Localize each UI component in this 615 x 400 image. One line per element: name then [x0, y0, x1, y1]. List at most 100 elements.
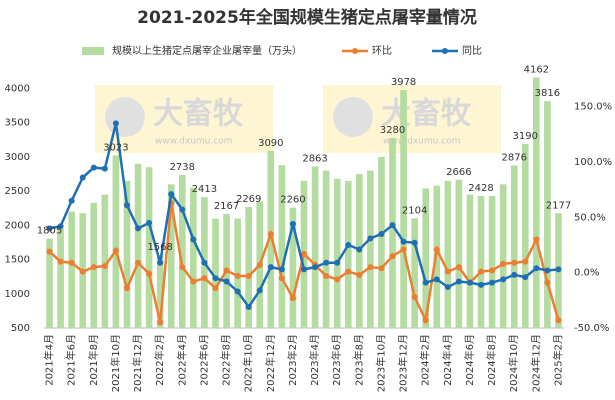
- marker: [301, 250, 307, 257]
- marker: [345, 242, 352, 249]
- bar: [156, 254, 164, 328]
- bar: [57, 228, 64, 328]
- data-label: 1805: [37, 226, 62, 237]
- marker: [522, 274, 529, 281]
- marker: [378, 265, 385, 272]
- y2-tick-label: 100.0%: [574, 157, 612, 168]
- x-tick-label: 2023年12月: [397, 334, 410, 392]
- marker: [478, 268, 485, 275]
- bar: [123, 180, 131, 328]
- bar: [499, 184, 507, 328]
- data-label: 2104: [402, 205, 427, 216]
- marker: [256, 287, 263, 294]
- legend-item: 规模以上生猪定点屠宰企业屠宰量（万头）: [82, 44, 302, 57]
- y-tick-label: 500: [11, 323, 30, 334]
- marker: [157, 319, 164, 326]
- marker: [389, 222, 396, 229]
- bar: [488, 195, 496, 328]
- marker: [500, 260, 507, 267]
- legend-label: 环比: [372, 45, 392, 57]
- marker: [79, 174, 86, 181]
- marker: [378, 230, 385, 237]
- marker: [256, 261, 263, 268]
- watermark-logo: [105, 97, 145, 137]
- x-tick-label: 2023年4月: [308, 334, 321, 386]
- y-tick-label: 4000: [5, 84, 30, 95]
- x-tick-label: 2023年6月: [330, 334, 343, 386]
- x-tick-label: 2024年4月: [441, 334, 454, 386]
- marker: [234, 273, 241, 279]
- marker: [455, 264, 462, 271]
- marker: [212, 285, 219, 292]
- marker: [68, 259, 75, 266]
- marker: [46, 248, 53, 255]
- y-tick-label: 1500: [5, 255, 30, 266]
- marker: [245, 273, 252, 279]
- x-tick-label: 2024年10月: [507, 334, 520, 392]
- marker: [123, 285, 130, 292]
- marker: [190, 278, 197, 285]
- marker: [68, 197, 75, 204]
- marker: [289, 295, 296, 302]
- marker: [400, 238, 407, 245]
- bar: [245, 206, 252, 328]
- marker: [267, 230, 274, 237]
- x-tick-label: 2024年12月: [529, 334, 542, 392]
- y-tick-label: 2000: [5, 220, 30, 231]
- watermark-text: 大畜牧: [381, 97, 472, 132]
- marker: [223, 278, 230, 285]
- data-label: 2738: [170, 162, 195, 173]
- bar: [378, 156, 385, 328]
- marker: [478, 281, 485, 288]
- bar: [101, 194, 109, 328]
- data-label: 3978: [391, 77, 416, 88]
- bar: [477, 196, 485, 328]
- marker: [533, 236, 540, 243]
- marker: [90, 264, 97, 271]
- marker: [444, 284, 451, 291]
- bar: [289, 207, 297, 328]
- bar: [278, 165, 286, 328]
- x-tick-label: 2021年4月: [43, 334, 56, 386]
- marker: [345, 268, 352, 275]
- marker: [57, 223, 64, 230]
- x-tick-label: 2023年10月: [374, 334, 387, 392]
- data-label: 2863: [302, 153, 327, 164]
- x-tick-label: 2022年6月: [197, 334, 210, 386]
- bar: [267, 150, 275, 328]
- bar: [466, 194, 474, 328]
- marker: [411, 239, 418, 246]
- marker: [245, 303, 252, 310]
- x-tick-label: 2024年8月: [485, 334, 498, 386]
- marker: [334, 276, 341, 283]
- x-tick-label: 2022年2月: [153, 334, 166, 386]
- marker: [555, 317, 562, 324]
- marker: [489, 267, 496, 274]
- x-tick-label: 2022年4月: [175, 334, 188, 386]
- bar: [134, 163, 142, 328]
- marker: [489, 279, 496, 286]
- data-label: 2413: [192, 184, 217, 195]
- data-label: 2177: [546, 200, 571, 211]
- marker: [135, 225, 142, 232]
- marker: [422, 317, 429, 324]
- marker: [367, 264, 374, 271]
- marker: [544, 279, 551, 286]
- marker: [157, 259, 164, 266]
- bar: [367, 170, 374, 328]
- marker: [289, 221, 296, 227]
- bar: [510, 165, 518, 328]
- bar: [178, 174, 186, 328]
- x-tick-label: 2023年8月: [352, 334, 365, 386]
- marker: [323, 273, 330, 279]
- bar: [167, 184, 175, 328]
- marker: [90, 164, 97, 171]
- marker: [389, 253, 396, 260]
- bar: [400, 90, 407, 328]
- marker: [146, 270, 153, 277]
- data-label: 3190: [513, 131, 538, 142]
- y2-tick-label: 150.0%: [574, 102, 612, 113]
- bar: [444, 180, 452, 328]
- data-label: 2167: [214, 201, 239, 212]
